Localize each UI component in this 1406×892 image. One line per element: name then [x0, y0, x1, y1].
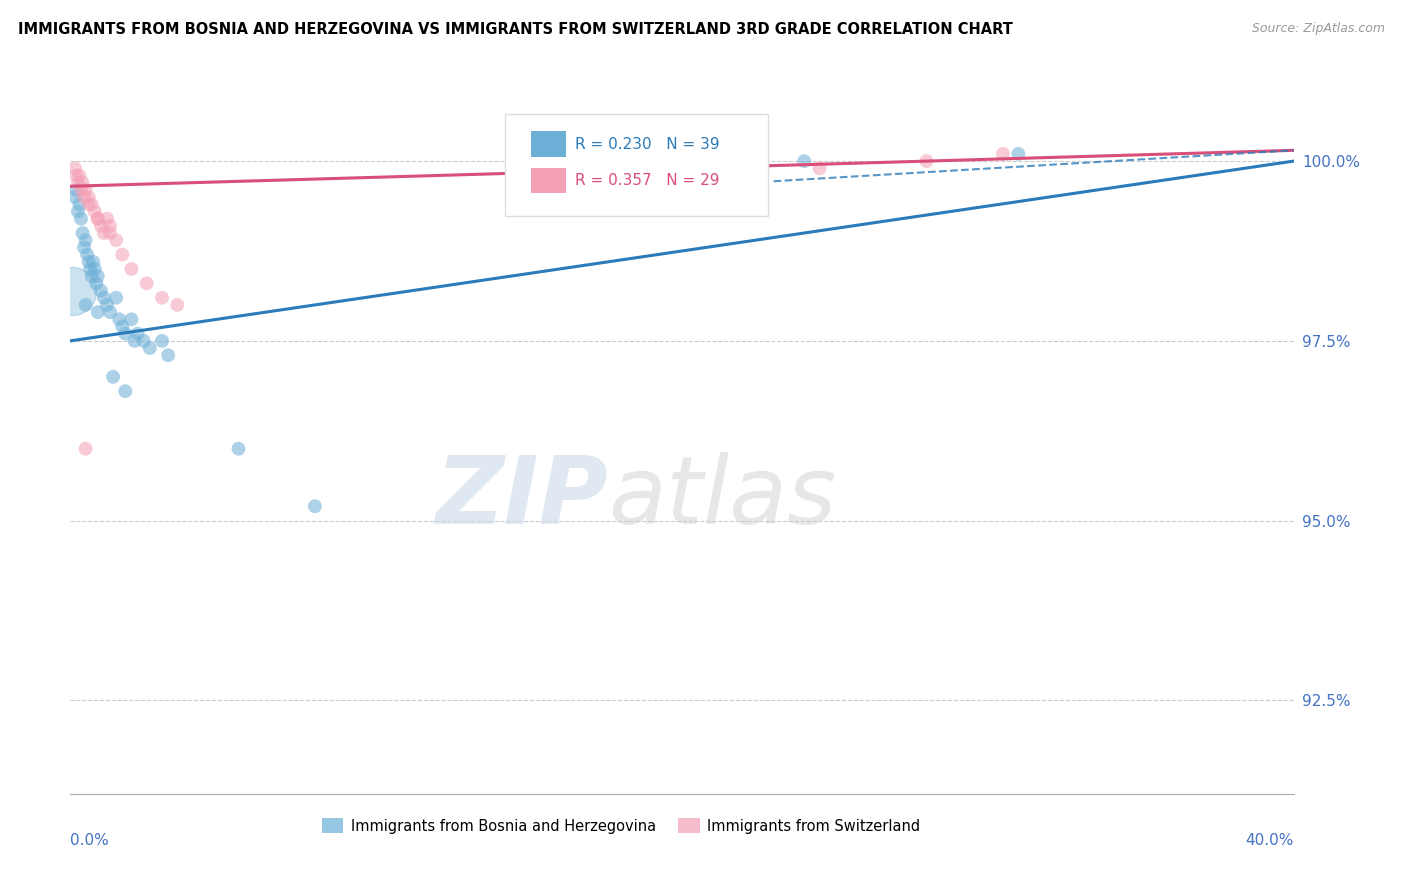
Text: IMMIGRANTS FROM BOSNIA AND HERZEGOVINA VS IMMIGRANTS FROM SWITZERLAND 3RD GRADE : IMMIGRANTS FROM BOSNIA AND HERZEGOVINA V…	[18, 22, 1014, 37]
Point	[808, 161, 831, 176]
Point	[150, 334, 173, 348]
Point	[108, 312, 131, 326]
Point	[82, 254, 104, 268]
Point	[127, 326, 149, 341]
FancyBboxPatch shape	[505, 114, 768, 216]
Point	[60, 284, 83, 298]
Point	[75, 233, 97, 247]
Point	[87, 211, 110, 226]
FancyBboxPatch shape	[531, 168, 565, 194]
Point	[90, 219, 112, 233]
Point	[166, 298, 188, 312]
Text: atlas: atlas	[609, 452, 837, 543]
Point	[915, 154, 938, 169]
Point	[87, 211, 110, 226]
Point	[65, 183, 87, 197]
Point	[98, 219, 121, 233]
Point	[87, 305, 110, 319]
Point	[87, 269, 110, 284]
Point	[111, 319, 134, 334]
Text: 40.0%: 40.0%	[1246, 832, 1294, 847]
Point	[72, 176, 94, 190]
Point	[114, 384, 136, 399]
Point	[105, 291, 128, 305]
FancyBboxPatch shape	[531, 131, 565, 157]
Point	[76, 247, 98, 261]
Point	[101, 369, 124, 384]
Point	[90, 284, 112, 298]
Point	[98, 305, 121, 319]
Point	[98, 226, 121, 240]
Point	[77, 254, 100, 268]
Point	[73, 190, 96, 204]
Point	[69, 197, 91, 211]
Point	[73, 240, 96, 254]
Legend: Immigrants from Bosnia and Herzegovina, Immigrants from Switzerland: Immigrants from Bosnia and Herzegovina, …	[316, 813, 925, 839]
Point	[991, 147, 1014, 161]
Point	[83, 204, 105, 219]
Point	[93, 291, 115, 305]
Point	[121, 262, 143, 277]
Text: R = 0.230   N = 39: R = 0.230 N = 39	[575, 136, 720, 152]
Point	[80, 269, 103, 284]
Point	[304, 500, 326, 514]
Point	[70, 183, 93, 197]
Point	[228, 442, 250, 456]
Point	[114, 326, 136, 341]
Point	[72, 226, 94, 240]
Point	[75, 183, 97, 197]
Point	[150, 291, 173, 305]
Point	[1007, 147, 1029, 161]
Point	[63, 190, 86, 204]
Text: Source: ZipAtlas.com: Source: ZipAtlas.com	[1251, 22, 1385, 36]
Point	[75, 442, 97, 456]
Point	[77, 190, 100, 204]
Point	[75, 298, 97, 312]
Text: ZIP: ZIP	[436, 452, 609, 544]
Point	[124, 334, 146, 348]
Point	[70, 211, 93, 226]
Text: R = 0.357   N = 29: R = 0.357 N = 29	[575, 173, 720, 188]
Point	[83, 262, 105, 277]
Point	[93, 226, 115, 240]
Point	[80, 197, 103, 211]
Point	[139, 341, 162, 355]
Point	[157, 348, 180, 362]
Point	[135, 277, 157, 291]
Point	[96, 211, 118, 226]
Point	[77, 197, 100, 211]
Point	[793, 154, 815, 169]
Point	[66, 204, 89, 219]
Point	[65, 169, 87, 183]
Point	[66, 176, 89, 190]
Point	[121, 312, 143, 326]
Point	[84, 277, 107, 291]
Point	[69, 169, 91, 183]
Point	[96, 298, 118, 312]
Point	[105, 233, 128, 247]
Text: 0.0%: 0.0%	[70, 832, 110, 847]
Point	[132, 334, 155, 348]
Point	[111, 247, 134, 261]
Point	[63, 161, 86, 176]
Point	[79, 262, 101, 277]
